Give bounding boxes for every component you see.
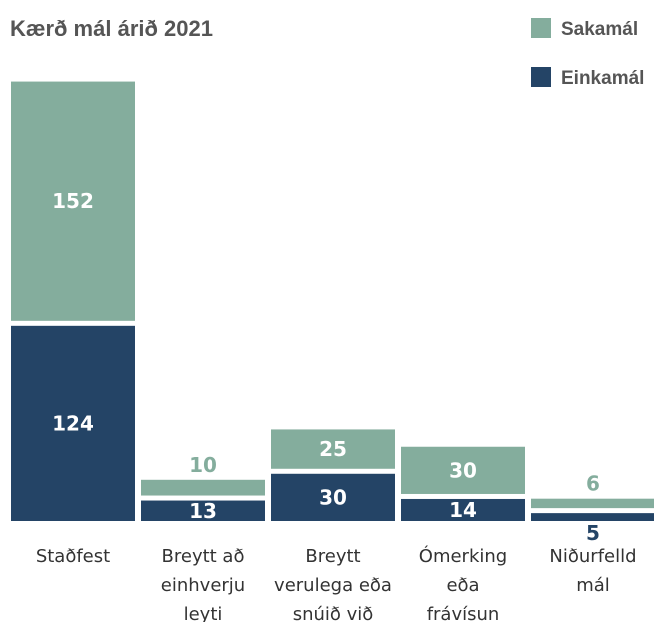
category-label: Breytt að einhverju leyti [161, 546, 245, 622]
value-label-sakamal: 25 [319, 437, 347, 461]
category-label: Breytt verulega eða snúið við [274, 546, 392, 622]
bar-sakamal [531, 498, 654, 509]
category-labels: Staðfest Breytt að einhverju leyti Breytt ver… [36, 545, 637, 622]
legend-label-einkamal: Einkamál [561, 68, 644, 89]
legend-label-sakamal: Sakamál [561, 19, 638, 40]
bar-sakamal [271, 429, 395, 469]
legend-swatch-sakamal [531, 18, 551, 38]
bar-einkamal [11, 325, 135, 521]
category-label: Staðfest [36, 546, 110, 567]
value-label-sakamal: 6 [586, 472, 600, 496]
value-label-sakamal: 30 [449, 458, 477, 482]
value-label-einkamal: 14 [449, 498, 477, 522]
bar-sakamal [141, 479, 265, 496]
bar-sakamal [11, 81, 135, 321]
value-label-einkamal: 5 [586, 521, 600, 545]
value-label-sakamal: 10 [189, 453, 217, 477]
legend-swatch-einkamal [531, 67, 551, 87]
bar-einkamal [271, 473, 395, 521]
legend: Sakamál Einkamál [531, 18, 644, 89]
bars [11, 81, 654, 521]
value-label-einkamal: 13 [189, 499, 217, 523]
value-label-einkamal: 124 [52, 411, 94, 435]
value-labels: 124 152 13 10 30 25 14 30 5 6 [52, 189, 600, 545]
category-label: Ómerking eða frávísun [419, 545, 507, 622]
category-label: Niðurfelld mál [549, 546, 636, 596]
chart-title: Kærð mál árið 2021 [10, 16, 213, 41]
bar-einkamal [531, 513, 654, 521]
value-label-einkamal: 30 [319, 485, 347, 509]
bar-sakamal [401, 446, 525, 494]
bar-einkamal [401, 498, 525, 521]
value-label-sakamal: 152 [52, 189, 94, 213]
bar-einkamal [141, 500, 265, 521]
